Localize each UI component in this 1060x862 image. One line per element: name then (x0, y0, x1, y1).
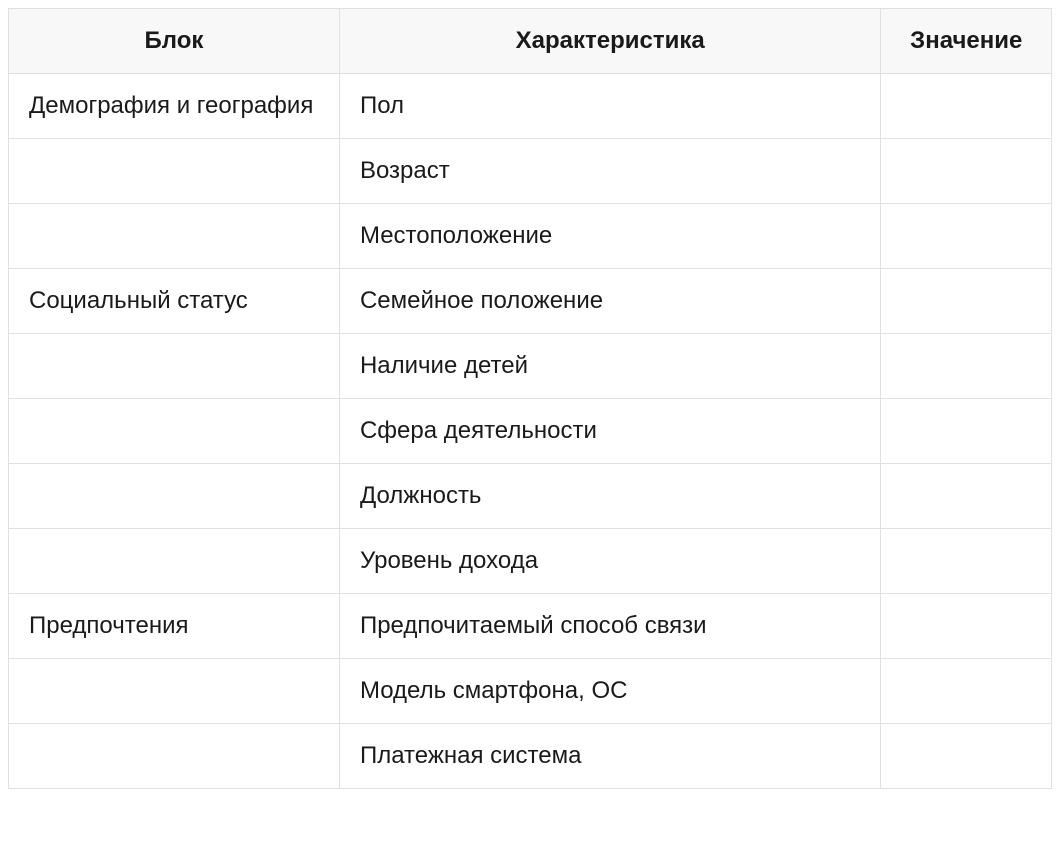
cell-characteristic: Местоположение (339, 204, 881, 269)
header-value: Значение (881, 9, 1052, 74)
cell-characteristic: Пол (339, 74, 881, 139)
cell-block (9, 139, 340, 204)
cell-block (9, 399, 340, 464)
cell-characteristic: Модель смартфона, ОС (339, 659, 881, 724)
header-characteristic: Характеристика (339, 9, 881, 74)
cell-characteristic: Уровень дохода (339, 529, 881, 594)
cell-value (881, 659, 1052, 724)
cell-value (881, 204, 1052, 269)
header-block: Блок (9, 9, 340, 74)
cell-block: Предпочтения (9, 594, 340, 659)
table-row: Наличие детей (9, 334, 1052, 399)
cell-value (881, 594, 1052, 659)
cell-block (9, 529, 340, 594)
table-row: Сфера деятельности (9, 399, 1052, 464)
table-row: Возраст (9, 139, 1052, 204)
cell-characteristic: Сфера деятельности (339, 399, 881, 464)
cell-block (9, 659, 340, 724)
cell-value (881, 269, 1052, 334)
cell-block (9, 204, 340, 269)
cell-value (881, 334, 1052, 399)
table-row: Уровень дохода (9, 529, 1052, 594)
cell-block: Социальный статус (9, 269, 340, 334)
table-row: Социальный статус Семейное положение (9, 269, 1052, 334)
table-row: Платежная система (9, 724, 1052, 789)
cell-value (881, 464, 1052, 529)
cell-characteristic: Должность (339, 464, 881, 529)
cell-block (9, 464, 340, 529)
cell-block (9, 334, 340, 399)
cell-value (881, 724, 1052, 789)
cell-characteristic: Возраст (339, 139, 881, 204)
cell-value (881, 139, 1052, 204)
cell-characteristic: Наличие детей (339, 334, 881, 399)
cell-characteristic: Предпочитаемый способ связи (339, 594, 881, 659)
table-row: Местоположение (9, 204, 1052, 269)
cell-characteristic: Платежная система (339, 724, 881, 789)
persona-table: Блок Характеристика Значение Демография … (8, 8, 1052, 789)
table-row: Демография и география Пол (9, 74, 1052, 139)
table-row: Должность (9, 464, 1052, 529)
table-row: Предпочтения Предпочитаемый способ связи (9, 594, 1052, 659)
table-header-row: Блок Характеристика Значение (9, 9, 1052, 74)
cell-value (881, 529, 1052, 594)
cell-characteristic: Семейное положение (339, 269, 881, 334)
cell-block: Демография и география (9, 74, 340, 139)
cell-block (9, 724, 340, 789)
cell-value (881, 74, 1052, 139)
table-row: Модель смартфона, ОС (9, 659, 1052, 724)
cell-value (881, 399, 1052, 464)
